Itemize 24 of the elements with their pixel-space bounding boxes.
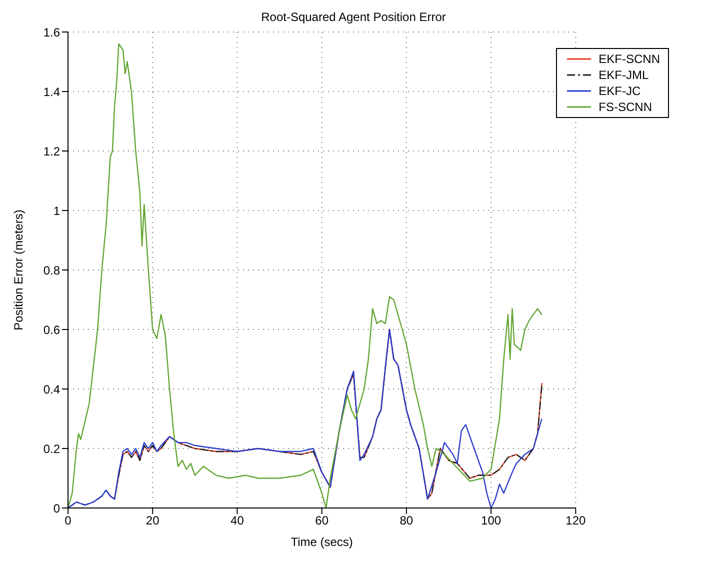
x-axis-title: Time (secs) bbox=[290, 535, 353, 549]
y-tick-label: 1.6 bbox=[43, 25, 60, 40]
y-tick-label: 1 bbox=[53, 204, 60, 218]
y-tick-label: 0.4 bbox=[43, 382, 60, 396]
chart-title: Root-Squared Agent Position Error bbox=[260, 10, 447, 24]
legend-label: EKF-SCNN bbox=[598, 51, 660, 67]
x-tick-label: 40 bbox=[230, 514, 244, 528]
legend-label: EKF-JML bbox=[598, 67, 649, 83]
y-tick-label: 0.6 bbox=[43, 322, 60, 337]
y-axis-title: Position Error (meters) bbox=[11, 210, 26, 330]
legend-label: EKF-JC bbox=[598, 83, 641, 99]
y-tick-label: 0.2 bbox=[43, 442, 60, 456]
y-tick-label: 0.8 bbox=[43, 263, 60, 278]
x-tick-label: 80 bbox=[400, 514, 414, 528]
x-tick-label: 120 bbox=[566, 514, 586, 528]
y-tick-label: 1.4 bbox=[43, 84, 60, 99]
x-tick-label: 100 bbox=[481, 514, 502, 528]
line-series bbox=[68, 43, 542, 508]
x-tick-label: 60 bbox=[315, 514, 329, 528]
legend-label: FS-SCNN bbox=[598, 99, 652, 115]
y-tick-label: 0 bbox=[53, 501, 60, 516]
y-tick-label: 1.2 bbox=[43, 144, 60, 158]
x-tick-label: 0 bbox=[64, 514, 72, 528]
x-tick-label: 20 bbox=[146, 514, 160, 528]
